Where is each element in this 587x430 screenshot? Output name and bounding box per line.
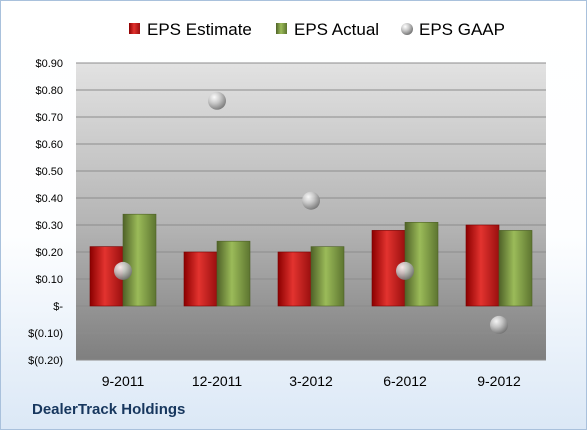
y-tick-label: $0.70 — [35, 112, 63, 124]
y-tick-label: $0.60 — [35, 139, 63, 151]
bar-eps-actual — [498, 230, 533, 307]
y-tick-label: $(0.10) — [28, 328, 63, 340]
x-tick-label: 9-2011 — [102, 373, 145, 389]
y-tick-label: $0.90 — [35, 58, 63, 70]
legend-swatch — [276, 23, 287, 34]
bar-eps-estimate — [277, 251, 312, 307]
x-tick-label: 9-2012 — [477, 373, 521, 389]
legend-label: EPS GAAP — [419, 20, 505, 39]
legend-label: EPS Actual — [294, 20, 379, 39]
marker-eps-gaap — [208, 91, 226, 110]
x-tick-label: 3-2012 — [289, 373, 333, 389]
plot-area — [76, 63, 546, 360]
y-tick-label: $- — [53, 301, 63, 313]
y-tick-label: $0.40 — [35, 193, 63, 205]
legend-swatch — [401, 23, 413, 35]
y-tick-label: $0.50 — [35, 166, 63, 178]
marker-eps-gaap — [302, 191, 320, 210]
bar-eps-estimate — [183, 251, 218, 307]
bar-eps-actual — [310, 246, 345, 307]
marker-eps-gaap — [490, 315, 508, 334]
x-tick-label: 12-2011 — [192, 373, 243, 389]
bar-eps-estimate — [465, 224, 500, 307]
bar-eps-actual — [216, 240, 251, 307]
legend-label: EPS Estimate — [147, 20, 252, 39]
y-tick-label: $0.30 — [35, 220, 63, 232]
y-tick-label: $0.20 — [35, 247, 63, 259]
legend-swatch — [129, 23, 140, 34]
bar-eps-actual — [122, 213, 157, 307]
y-tick-label: $0.10 — [35, 274, 63, 286]
marker-eps-gaap — [114, 261, 132, 280]
y-tick-label: $(0.20) — [28, 355, 63, 367]
marker-eps-gaap — [396, 261, 414, 280]
y-tick-label: $0.80 — [35, 85, 63, 97]
x-tick-label: 6-2012 — [383, 373, 427, 389]
company-name: DealerTrack Holdings — [32, 401, 186, 418]
